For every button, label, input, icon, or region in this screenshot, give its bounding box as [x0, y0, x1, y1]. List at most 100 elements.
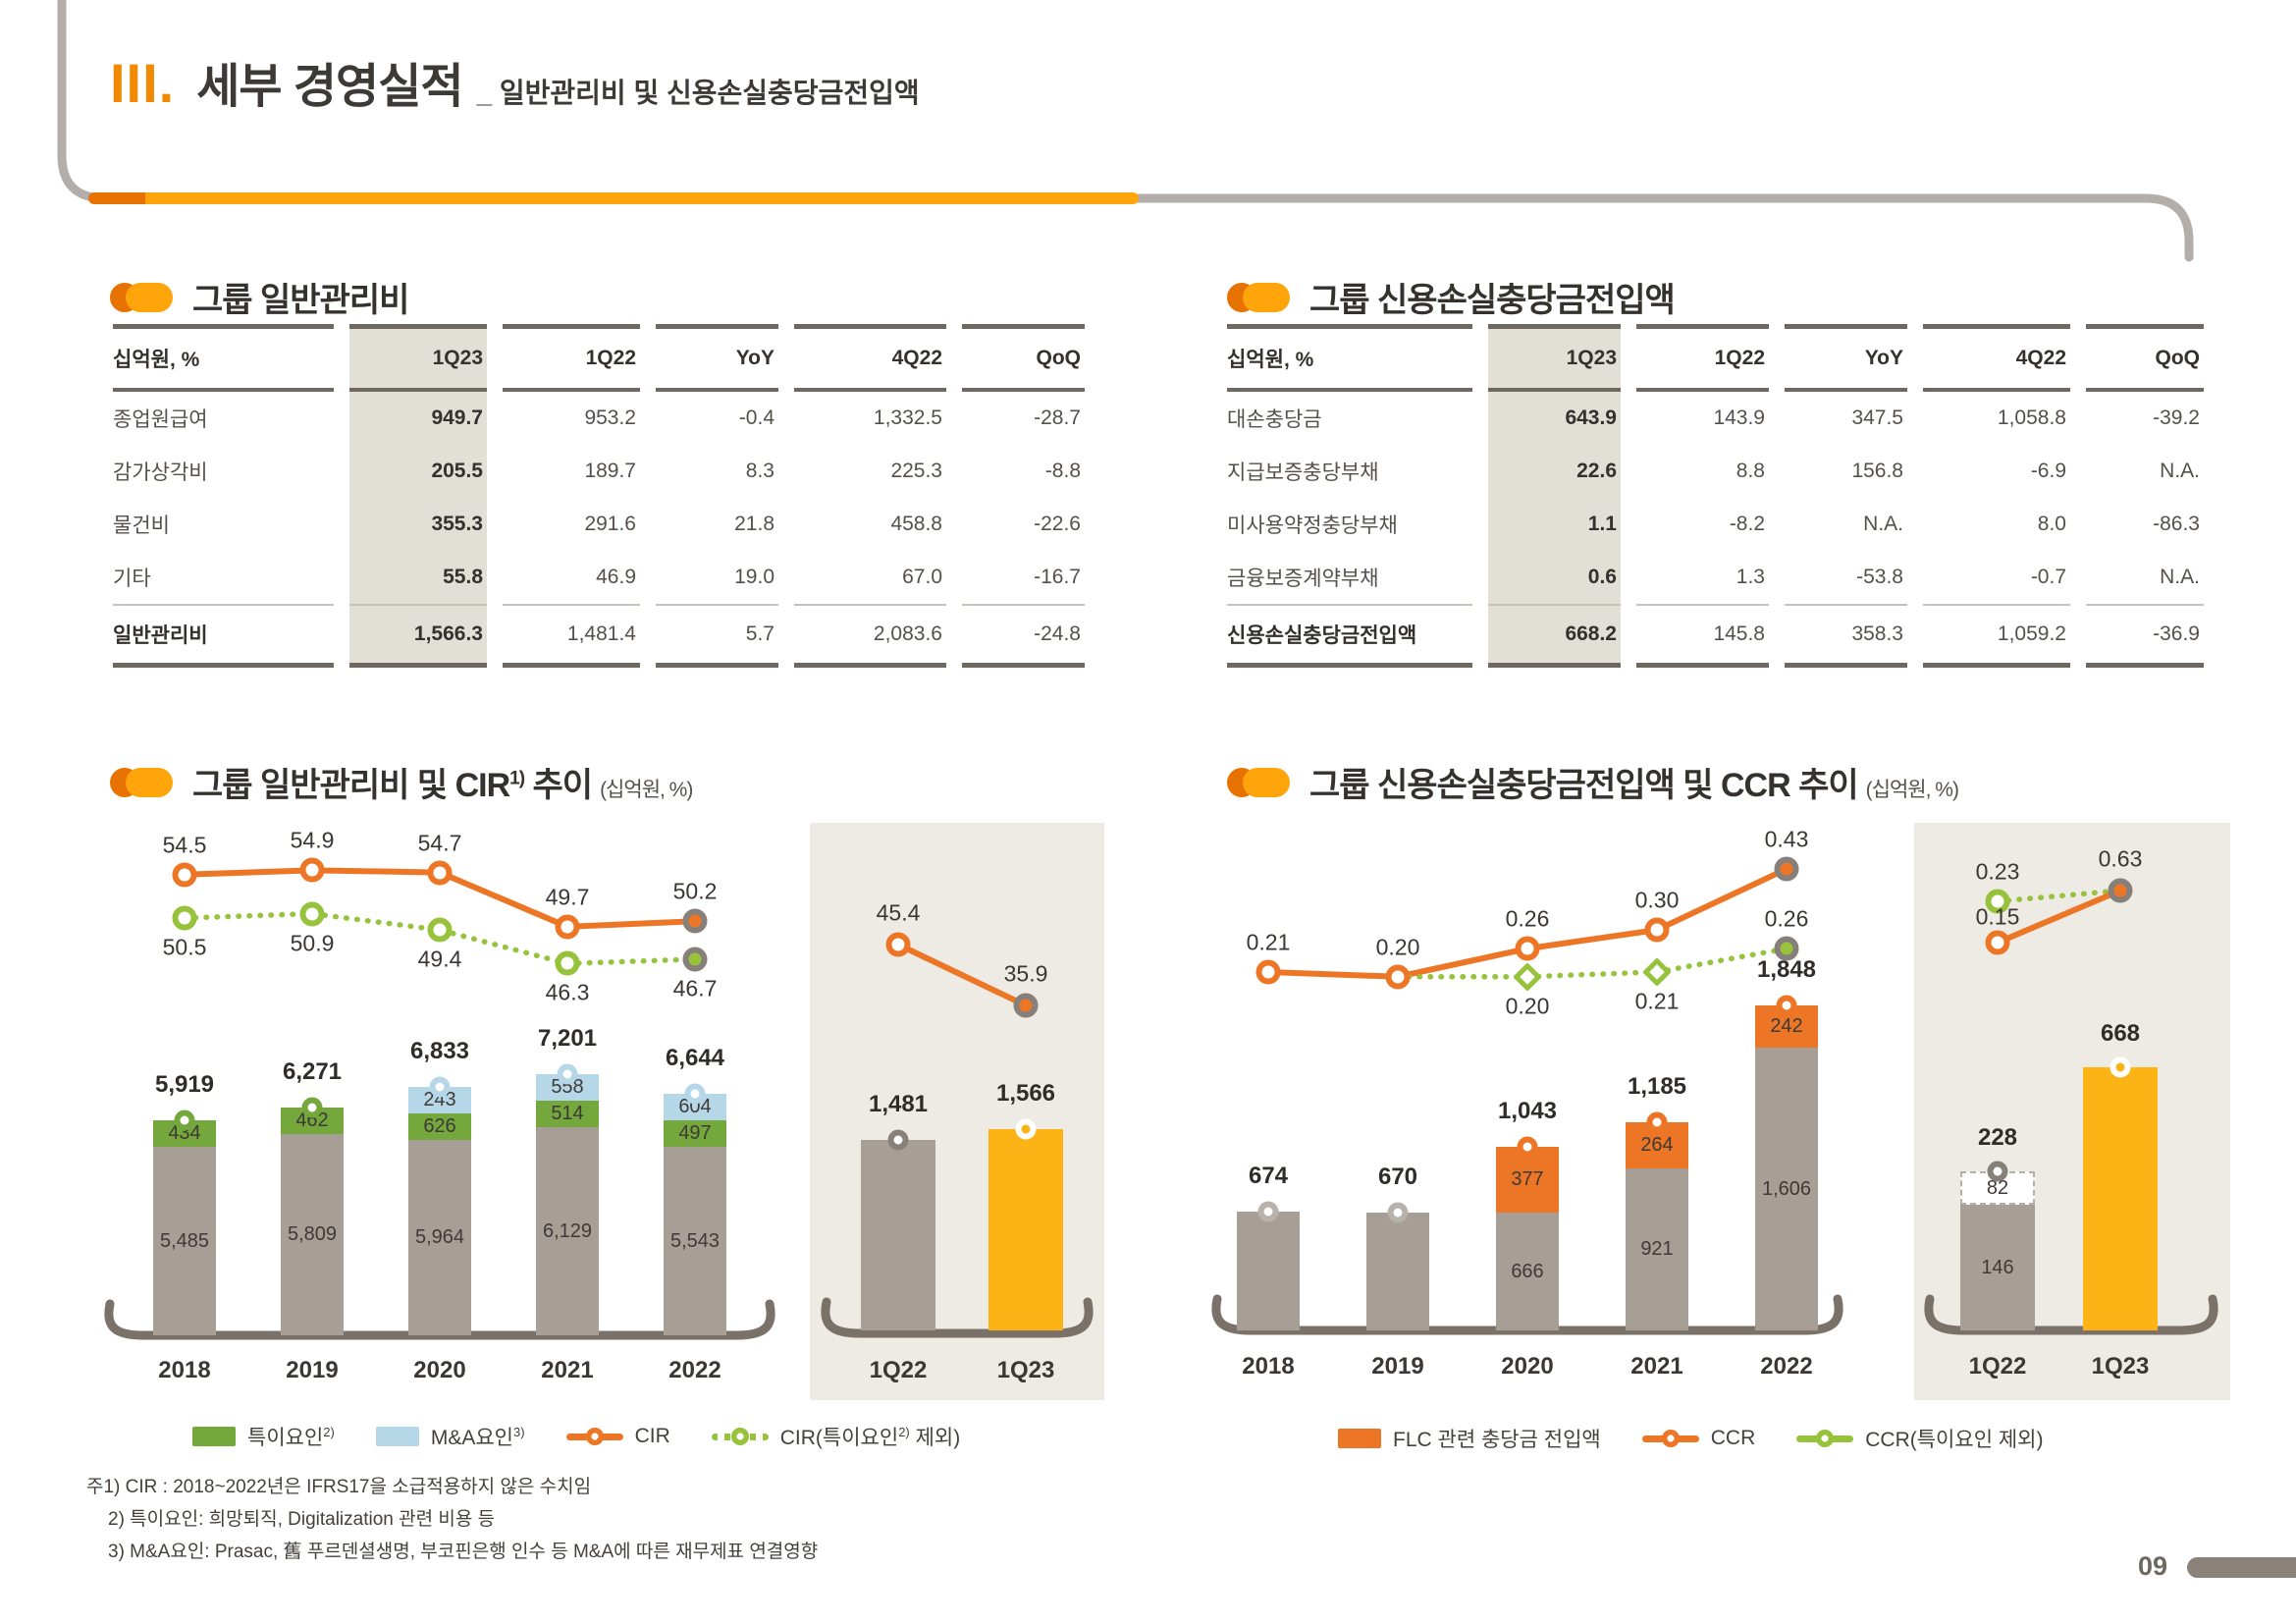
table-row-label: 물건비 — [113, 514, 170, 537]
table-cell-value: 156.8 — [1851, 460, 1903, 482]
bar-segment: 5,964 — [408, 1140, 471, 1335]
table-row-label: 일반관리비 — [113, 604, 334, 668]
right-chart-unit-label: (십억원, %) — [1865, 779, 1959, 801]
table-cell-value: 949.7 — [349, 392, 487, 445]
right-chart-heading-post: 추이 — [1789, 767, 1859, 804]
x-axis-category-label: 1Q22 — [869, 1357, 928, 1383]
line-marker — [1642, 957, 1672, 987]
line-marker — [1644, 917, 1670, 943]
legend-label-sup: 2) — [323, 1425, 335, 1439]
bar-segment: 514 — [536, 1101, 599, 1127]
bar-segment: 377 — [1496, 1147, 1559, 1213]
table-cell-value: N.A. — [1863, 513, 1903, 535]
legend-label-text: CCR — [1710, 1427, 1756, 1449]
left-chart-heading-text: 그룹 일반관리비 및 CIR1) 추이 (십억원, %) — [192, 758, 693, 806]
line-marker — [299, 901, 325, 927]
table-cell-value: 67.0 — [902, 566, 942, 588]
bar-segment: 1,606 — [1755, 1048, 1818, 1330]
table-cell-value: 55.8 — [349, 551, 487, 604]
line-marker — [299, 857, 325, 883]
bar-cap-ring — [301, 1097, 323, 1118]
bullet-pill-icon — [1227, 767, 1290, 797]
bar-cap-ring — [1015, 1118, 1037, 1140]
x-axis-category-label: 1Q23 — [996, 1357, 1055, 1383]
line-marker — [427, 860, 453, 886]
line-marker — [172, 905, 197, 931]
table-cell-value: N.A. — [2160, 566, 2200, 588]
line-point-label: 0.21 — [1634, 988, 1680, 1014]
line-point-label: 0.23 — [1975, 858, 2020, 885]
line-point-label: 35.9 — [1003, 960, 1048, 987]
line-marker — [1515, 936, 1540, 961]
line-marker — [682, 947, 708, 972]
table-col-header: 4Q22 — [794, 324, 946, 392]
legend-label-text: 특이요인 — [247, 1427, 324, 1449]
table-cell-value: -0.4 — [738, 406, 774, 429]
bar-segment: 497 — [664, 1120, 726, 1147]
bar-cap-ring — [2109, 1056, 2131, 1078]
bar-total-label: 6,644 — [665, 1045, 725, 1071]
line-point-label: 54.9 — [290, 827, 335, 853]
table-cell-value: -0.7 — [2030, 566, 2066, 588]
line-point-label: 50.5 — [162, 934, 207, 960]
line-point-label: 0.30 — [1634, 887, 1680, 913]
line-point-label: 46.3 — [545, 979, 590, 1005]
right-chart-heading-text: 그룹 신용손실충당금전입액 및 CCR 추이 (십억원, %) — [1309, 758, 1959, 806]
table-cell-value: 2,083.6 — [794, 604, 946, 668]
legend-line-knob — [1661, 1430, 1680, 1447]
table-cell-value: 1.1 — [1488, 498, 1621, 551]
legend-line-marker — [711, 1428, 769, 1445]
table-cell-value: 189.7 — [584, 460, 636, 482]
bar-segment — [1237, 1212, 1300, 1330]
bar-segment: 921 — [1626, 1168, 1688, 1330]
gna-table: 십억원, % 1Q23 1Q22 YoY 4Q22 QoQ 종업원급여 949.7 953.2 -… — [113, 324, 1085, 668]
legend-item: CIR(특이요인2) 제외) — [711, 1422, 961, 1451]
table-cell-value: -24.8 — [962, 604, 1085, 668]
left-chart-unit-label: (십억원, %) — [600, 779, 693, 801]
bar-cap-ring — [1987, 1161, 2008, 1182]
x-axis-category-label: 2019 — [1371, 1353, 1424, 1380]
legend-item: CIR — [565, 1425, 670, 1448]
line-point-label: 0.26 — [1505, 905, 1550, 932]
line-point-label: 0.43 — [1764, 826, 1809, 852]
bar-segment: 5,543 — [664, 1147, 726, 1335]
table-cell-value: -28.7 — [1034, 406, 1081, 429]
table-cell-value: N.A. — [2160, 460, 2200, 482]
table-cell-value: 22.6 — [1488, 445, 1621, 498]
legend-line-marker — [565, 1428, 623, 1445]
x-axis-category-label: 2020 — [1501, 1353, 1554, 1380]
table-col-header: QoQ — [962, 324, 1085, 392]
table-cell-value: 358.3 — [1785, 604, 1907, 668]
legend-label: M&A요인3) — [431, 1422, 525, 1451]
right-chart-legend: FLC 관련 충당금 전입액 CCR CCR(특이요인 제외) — [1338, 1424, 2085, 1453]
line-point-label: 45.4 — [876, 899, 921, 926]
table-cell-value: -36.9 — [2086, 604, 2204, 668]
table-cell-value: 291.6 — [584, 513, 636, 535]
bar-segment: 5,809 — [281, 1134, 344, 1335]
legend-label-post: 제외) — [909, 1427, 961, 1449]
line-marker — [682, 908, 708, 934]
table-cell-value: 1,059.2 — [1923, 604, 2070, 668]
table-cell-value: 1,332.5 — [873, 406, 942, 429]
bar-total-label: 670 — [1377, 1164, 1418, 1190]
line-point-label: 0.15 — [1975, 903, 2020, 930]
legend-item: M&A요인3) — [375, 1422, 525, 1451]
left-chart-legend: 특이요인2) M&A요인3) CIR CIR(특이요인2) 제외) — [192, 1422, 1001, 1451]
table-row-label: 대손충당금 — [1227, 408, 1322, 431]
table-cell-value: -8.2 — [1729, 513, 1765, 535]
table-col-header: 1Q23 — [1488, 324, 1621, 392]
table-cell-value: -6.9 — [2030, 460, 2066, 482]
line-point-label: 0.63 — [2098, 845, 2143, 872]
bar-cap-ring — [1257, 1201, 1279, 1222]
table-cell-value: 458.8 — [890, 513, 942, 535]
table-cell-value: 1,481.4 — [503, 604, 640, 668]
legend-label: CCR — [1711, 1427, 1756, 1450]
line-marker — [1985, 889, 2010, 914]
footnotes: 주1) CIR : 2018~2022년은 IFRS17을 소급적용하지 않은 … — [86, 1471, 818, 1568]
line-point-label: 50.2 — [672, 878, 718, 904]
table-col-header: YoY — [656, 324, 778, 392]
table-cell-value: -86.3 — [2153, 513, 2200, 535]
line-marker — [2108, 878, 2133, 903]
table-cell-value: 5.7 — [656, 604, 778, 668]
